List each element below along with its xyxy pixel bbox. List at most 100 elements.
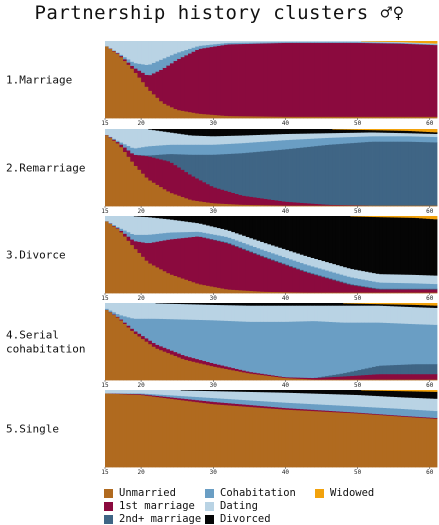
area-second-marriage bbox=[321, 376, 326, 378]
area-unmarried bbox=[234, 289, 239, 294]
area-dating bbox=[159, 218, 164, 234]
area-unmarried bbox=[332, 116, 337, 119]
area-unmarried bbox=[357, 205, 362, 207]
area-cohabitation bbox=[382, 407, 387, 415]
area-cohabitation bbox=[335, 321, 340, 375]
area-cohabitation bbox=[354, 406, 359, 413]
area-first-marriage bbox=[310, 273, 315, 293]
area-cohabitation bbox=[289, 402, 294, 409]
area-dating bbox=[271, 305, 276, 322]
area-unmarried bbox=[151, 346, 156, 381]
area-widowed bbox=[364, 41, 369, 42]
area-first-marriage bbox=[346, 411, 351, 414]
area-first-marriage bbox=[335, 411, 340, 413]
area-divorced bbox=[234, 303, 239, 306]
area-cohabitation bbox=[400, 323, 405, 365]
area-unmarried bbox=[173, 108, 178, 119]
area-second-marriage bbox=[267, 150, 272, 200]
area-cohabitation bbox=[357, 41, 362, 43]
area-unmarried bbox=[426, 379, 431, 381]
area-first-marriage bbox=[188, 53, 193, 113]
area-divorced bbox=[227, 303, 232, 306]
area-first-marriage bbox=[426, 289, 431, 293]
area-dating bbox=[317, 133, 322, 139]
area-unmarried bbox=[361, 292, 366, 294]
area-cohabitation bbox=[144, 393, 149, 395]
area-dating bbox=[382, 41, 387, 43]
area-dating bbox=[350, 41, 355, 43]
area-cohabitation bbox=[382, 42, 387, 44]
area-cohabitation bbox=[400, 135, 405, 142]
area-cohabitation bbox=[346, 322, 351, 373]
area-unmarried bbox=[390, 205, 395, 207]
area-dating bbox=[271, 134, 276, 142]
area-first-marriage bbox=[310, 203, 315, 206]
area-cohabitation bbox=[267, 251, 272, 259]
area-cohabitation bbox=[245, 399, 250, 405]
area-unmarried bbox=[133, 248, 138, 294]
area-unmarried bbox=[418, 116, 423, 119]
area-first-marriage bbox=[328, 376, 333, 380]
area-first-marriage bbox=[213, 239, 218, 288]
area-cohabitation bbox=[267, 401, 272, 407]
area-first-marriage bbox=[325, 204, 330, 206]
legend-swatch bbox=[205, 501, 214, 511]
area-divorced bbox=[317, 303, 322, 306]
area-cohabitation bbox=[354, 41, 359, 43]
area-dating bbox=[105, 41, 110, 47]
area-first-marriage bbox=[119, 144, 124, 148]
area-dating bbox=[321, 41, 326, 43]
area-cohabitation bbox=[249, 142, 254, 153]
area-cohabitation bbox=[328, 321, 333, 376]
area-first-marriage bbox=[321, 42, 326, 117]
area-second-marriage bbox=[260, 151, 265, 199]
area-first-marriage bbox=[148, 394, 153, 397]
area-divorced bbox=[379, 390, 384, 397]
area-cohabitation bbox=[278, 255, 283, 263]
area-cohabitation bbox=[314, 320, 319, 378]
area-dating bbox=[130, 216, 135, 235]
area-unmarried bbox=[108, 48, 113, 119]
area-second-marriage bbox=[314, 274, 319, 276]
area-cohabitation bbox=[166, 394, 171, 398]
area-unmarried bbox=[299, 410, 304, 468]
area-cohabitation bbox=[227, 237, 232, 244]
area-first-marriage bbox=[346, 375, 351, 380]
area-widowed bbox=[357, 129, 362, 130]
area-unmarried bbox=[271, 116, 276, 119]
area-widowed bbox=[400, 41, 405, 43]
area-first-marriage bbox=[325, 410, 330, 412]
area-second-marriage bbox=[390, 288, 395, 290]
area-second-marriage bbox=[325, 144, 330, 205]
area-divorced bbox=[382, 216, 387, 275]
area-divorced bbox=[202, 129, 207, 137]
area-cohabitation bbox=[426, 324, 431, 365]
legend-swatch bbox=[205, 514, 214, 524]
area-unmarried bbox=[245, 406, 250, 468]
area-divorced bbox=[184, 129, 189, 135]
area-widowed bbox=[429, 41, 434, 44]
area-unmarried bbox=[411, 205, 416, 207]
area-dating bbox=[202, 41, 207, 46]
area-first-marriage bbox=[245, 250, 250, 291]
area-unmarried bbox=[180, 110, 185, 119]
area-divorced bbox=[220, 129, 225, 137]
area-cohabitation bbox=[325, 404, 330, 411]
area-divorced bbox=[191, 303, 196, 305]
area-first-marriage bbox=[238, 43, 243, 117]
area-dating bbox=[263, 391, 268, 402]
area-dating bbox=[151, 303, 156, 319]
area-cohabitation bbox=[379, 135, 384, 142]
area-unmarried bbox=[278, 116, 283, 119]
area-widowed bbox=[375, 216, 380, 218]
area-first-marriage bbox=[242, 43, 247, 117]
area-cohabitation bbox=[112, 138, 117, 140]
area-unmarried bbox=[115, 317, 120, 381]
area-cohabitation bbox=[141, 318, 146, 337]
area-cohabitation bbox=[108, 310, 113, 313]
area-first-marriage bbox=[375, 288, 380, 293]
area-unmarried bbox=[267, 408, 272, 468]
area-divorced bbox=[400, 390, 405, 398]
area-first-marriage bbox=[137, 70, 142, 78]
area-first-marriage bbox=[285, 376, 290, 379]
